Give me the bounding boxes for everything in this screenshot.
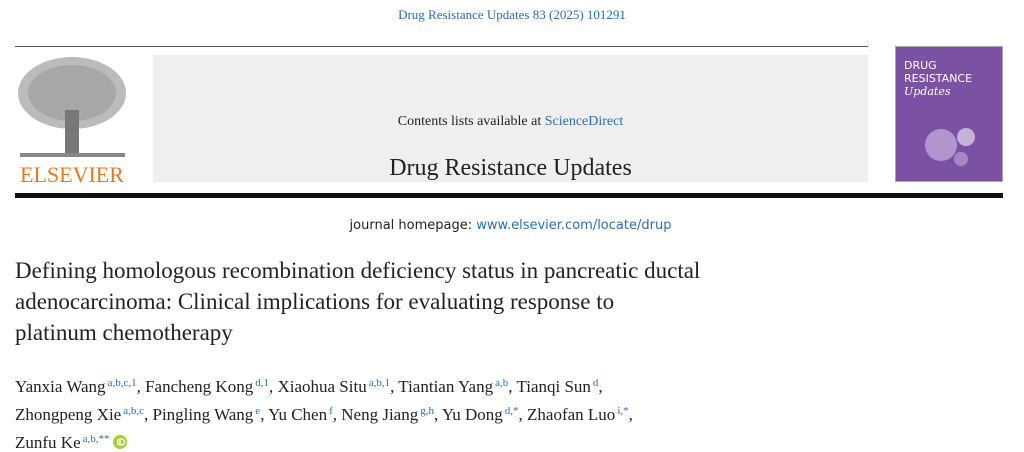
author-name: Tiantian Yang [398, 377, 494, 396]
author-separator: , [390, 377, 395, 396]
author-line: Zunfu Ke a,b,** [15, 427, 633, 452]
author-affiliation[interactable]: a,b [495, 377, 509, 389]
journal-name: Drug Resistance Updates [389, 155, 632, 181]
author-separator: , [598, 377, 603, 396]
orcid-icon[interactable] [112, 435, 127, 449]
cover-cell [954, 152, 968, 166]
sciencedirect-link[interactable]: ScienceDirect [544, 114, 624, 129]
author-line: Zhongpeng Xie a,b,c, Pingling Wang e, Yu C… [15, 399, 633, 427]
author-name: Xiaohua Situ [277, 377, 367, 396]
author-separator: , [508, 377, 513, 396]
title-line: platinum chemotherapy [15, 320, 233, 345]
homepage-line: journal homepage: www.elsevier.com/locat… [153, 218, 868, 233]
author-separator: , [332, 405, 338, 424]
author-separator: , [518, 405, 523, 424]
orcid-mark [116, 439, 119, 445]
author-name: Neng Jiang [341, 405, 419, 424]
author-separator: , [136, 377, 141, 396]
cover-line: RESISTANCE [904, 72, 973, 85]
citation: Drug Resistance Updates 83 (2025) 101291 [398, 7, 626, 22]
title-line: adenocarcinoma: Clinical implications fo… [15, 289, 615, 314]
rule-thick [15, 193, 1003, 198]
author-name: Zhongpeng Xie [15, 405, 122, 424]
author-affiliation[interactable]: d [592, 377, 599, 389]
author-separator: , [628, 405, 633, 424]
cover-art [925, 128, 975, 166]
author-separator: , [260, 405, 265, 424]
homepage-link[interactable]: www.elsevier.com/locate/drup [476, 218, 672, 233]
article-title: Defining homologous recombination defici… [15, 255, 700, 348]
cover-line: Updates [904, 85, 951, 98]
journal-cover: DRUG RESISTANCE Updates [895, 46, 1003, 182]
ground [20, 153, 125, 157]
author-name: Zhaofan Luo [527, 405, 616, 424]
author-line: Yanxia Wang a,b,c,1, Fancheng Kong d,1, Xi… [15, 371, 633, 399]
author-separator: , [144, 405, 149, 424]
tree-trunk [65, 110, 79, 155]
author-name: Yanxia Wang [15, 377, 106, 396]
rule [15, 46, 868, 47]
author-separator: , [433, 405, 439, 424]
author-affiliation[interactable]: g,h [420, 405, 434, 417]
journal-banner: Contents lists available at ScienceDirec… [153, 55, 868, 233]
author-name: Tianqi Sun [516, 377, 591, 396]
author-separator: , [268, 377, 274, 396]
author-name: Yu Dong [441, 405, 503, 424]
author-name: Zunfu Ke [15, 433, 81, 452]
author-name: Pingling Wang [152, 405, 254, 424]
author-affiliation[interactable]: e [255, 405, 261, 417]
contents-prefix: Contents lists available at [397, 114, 542, 129]
elsevier-logo: ELSEVIER [15, 55, 130, 187]
homepage-prefix: journal homepage: [349, 218, 473, 233]
author-affiliation[interactable]: a,b,c [123, 405, 144, 417]
contents-line: Contents lists available at ScienceDirec… [153, 114, 868, 130]
author-affiliation[interactable]: a,b,c,1 [107, 377, 137, 389]
author-affiliation[interactable]: f [329, 405, 333, 417]
cover-cell [925, 129, 957, 161]
cover-cell [957, 128, 975, 146]
cover-line: DRUG [904, 59, 937, 72]
publisher: ELSEVIER [20, 162, 124, 187]
author-name: Fancheng Kong [145, 377, 254, 396]
tree-crown-inner [28, 65, 116, 121]
title-line: Defining homologous recombination defici… [15, 258, 701, 283]
author-affiliation[interactable]: a,b,1 [368, 377, 391, 389]
author-affiliation[interactable]: i,* [617, 405, 629, 417]
author-affiliation[interactable]: d,* [504, 405, 519, 417]
author-affiliation[interactable]: a,b,** [82, 433, 110, 445]
author-list: Yanxia Wang a,b,c,1, Fancheng Kong d,1, Xi… [15, 371, 633, 452]
orcid-mark [118, 438, 125, 446]
author-name: Yu Chen [268, 405, 328, 424]
author-affiliation[interactable]: d,1 [255, 377, 269, 389]
